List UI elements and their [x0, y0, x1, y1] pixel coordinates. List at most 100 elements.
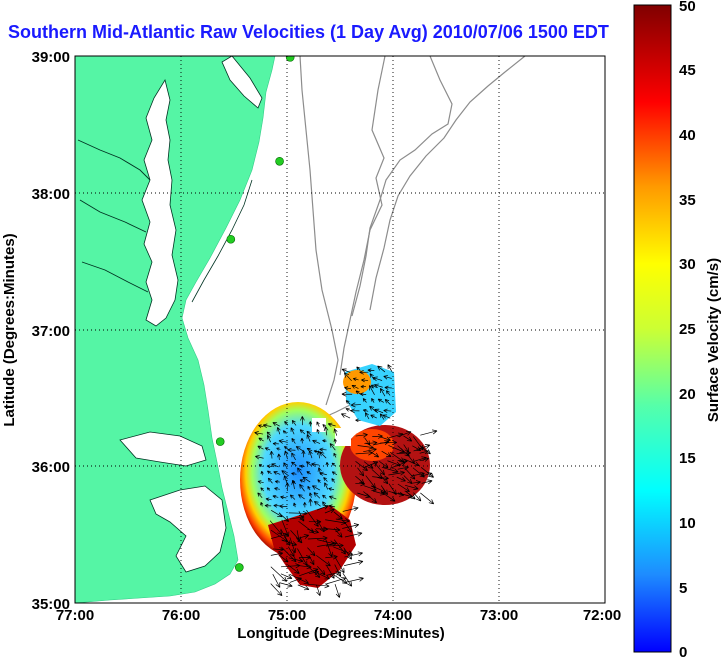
- velocity-arrow: [342, 506, 359, 512]
- velocity-arrow: [380, 485, 388, 495]
- colorbar-tick-label: 10: [679, 515, 696, 532]
- velocity-arrow: [303, 502, 307, 508]
- velocity-arrow: [374, 408, 384, 414]
- velocity-arrow: [267, 477, 273, 484]
- colorbar-tick-label: 25: [679, 321, 696, 338]
- x-tick-label: 76:00: [162, 607, 200, 624]
- velocity-arrow: [306, 509, 319, 527]
- velocity-arrow: [308, 498, 313, 507]
- colorbar: 50 45 40 35 30 25 20 15 10 5 0 Surface V…: [633, 0, 722, 659]
- velocity-arrow: [420, 492, 435, 505]
- velocity-arrow: [420, 429, 438, 436]
- y-tick-label: 35:00: [32, 596, 70, 613]
- velocity-arrow: [389, 461, 406, 469]
- velocity-arrow: [342, 572, 353, 587]
- velocity-arrow: [301, 450, 306, 458]
- velocity-arrow: [328, 504, 336, 509]
- velocity-arrow: [344, 531, 363, 538]
- velocity-arrow: [298, 494, 305, 500]
- velocity-arrow: [355, 432, 368, 438]
- y-axis-title: Latitude (Degrees:Minutes): [1, 233, 18, 426]
- velocity-arrow: [270, 566, 288, 582]
- velocity-arrow: [269, 520, 283, 536]
- velocity-arrow: [324, 527, 341, 533]
- velocity-arrow: [297, 534, 310, 539]
- velocity-arrow: [344, 559, 364, 566]
- colorbar-tick-label: 5: [679, 580, 687, 597]
- velocity-arrow: [333, 438, 337, 444]
- velocity-arrow: [388, 470, 405, 476]
- y-tick-label: 39:00: [32, 49, 70, 66]
- velocity-arrow: [291, 472, 297, 476]
- velocity-arrow: [342, 523, 360, 529]
- velocity-arrow: [410, 471, 425, 477]
- velocity-arrow: [326, 576, 347, 585]
- velocity-arrow: [397, 430, 412, 438]
- velocity-arrow: [264, 447, 271, 451]
- velocity-arrow: [363, 491, 377, 504]
- x-tick-label: 73:00: [480, 607, 518, 624]
- velocity-arrow: [281, 563, 301, 569]
- velocity-arrow: [269, 450, 274, 459]
- velocity-arrow: [369, 385, 375, 396]
- velocity-arrow: [270, 583, 283, 597]
- velocity-arrow: [363, 447, 377, 453]
- velocity-arrow: [274, 480, 280, 484]
- velocity-arrow: [273, 503, 281, 508]
- bathymetry-contour-slope-2: [351, 56, 453, 317]
- velocity-arrow: [312, 439, 321, 444]
- velocity-arrow: [266, 431, 271, 436]
- velocity-arrow: [379, 460, 389, 469]
- velocity-arrow: [293, 502, 297, 508]
- velocity-arrow: [323, 477, 328, 482]
- velocity-arrow: [379, 388, 386, 397]
- velocity-arrow: [302, 476, 311, 483]
- velocity-arrow: [289, 577, 302, 583]
- velocity-arrow: [271, 463, 279, 468]
- velocity-arrow: [333, 511, 343, 520]
- velocity-arrow: [369, 405, 377, 413]
- velocity-arrow: [343, 372, 352, 382]
- velocity-arrow: [313, 492, 321, 499]
- velocity-arrow: [396, 450, 412, 456]
- y-tick-label: 38:00: [32, 186, 70, 203]
- velocity-arrow: [272, 574, 281, 588]
- velocity-arrow: [355, 390, 362, 395]
- velocity-arrow: [308, 421, 313, 427]
- map-title: Southern Mid-Atlantic Raw Velocities (1 …: [8, 22, 609, 42]
- velocity-arrow: [367, 368, 375, 373]
- velocity-arrow: [299, 429, 306, 435]
- velocity-arrow: [299, 564, 312, 570]
- colorbar-tick-label: 20: [679, 386, 696, 403]
- velocity-arrow: [270, 551, 284, 557]
- velocity-arrow: [372, 376, 383, 382]
- velocity-arrow: [387, 364, 393, 372]
- x-axis-title: Longitude (Degrees:Minutes): [237, 625, 445, 642]
- velocity-arrow: [307, 583, 330, 589]
- velocity-arrow: [258, 424, 264, 428]
- velocity-arrow: [333, 452, 337, 458]
- velocity-arrow: [272, 422, 280, 427]
- velocity-arrow: [359, 392, 367, 397]
- bathymetry-contour-deep: [369, 56, 526, 311]
- velocity-arrow: [257, 492, 263, 499]
- velocity-arrow: [356, 366, 361, 371]
- velocity-arrow: [306, 434, 311, 442]
- velocity-field-south-tail: [268, 505, 356, 588]
- velocity-arrow: [290, 530, 303, 544]
- velocity-field-gap: [335, 428, 351, 446]
- velocity-arrow: [357, 467, 365, 477]
- velocity-arrow: [272, 441, 279, 446]
- velocity-arrow: [291, 438, 296, 444]
- velocity-arrow: [316, 429, 320, 434]
- velocity-arrow: [291, 419, 297, 426]
- velocity-arrow: [306, 447, 313, 452]
- velocity-arrow: [264, 503, 272, 508]
- velocity-arrow: [341, 391, 353, 397]
- velocity-arrow: [326, 570, 341, 576]
- velocity-arrow: [281, 470, 289, 477]
- y-tick-label: 36:00: [32, 459, 70, 476]
- velocity-arrow: [280, 573, 293, 580]
- velocity-arrow: [312, 485, 321, 491]
- velocity-arrow: [279, 504, 288, 509]
